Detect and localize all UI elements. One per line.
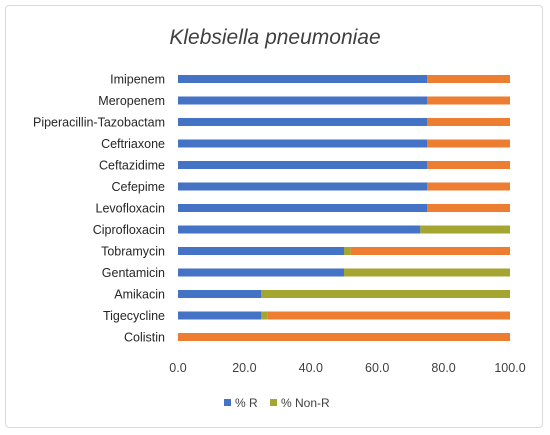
category-label: Levofloxacin — [96, 202, 166, 216]
category-label: Ceftazidime — [99, 159, 165, 173]
bar-segment — [427, 75, 510, 83]
category-labels: Imipenem Meropenem Piperacillin-Tazobactam… — [33, 73, 165, 345]
bar-segment — [350, 247, 510, 255]
x-tick-label: 0.0 — [169, 361, 186, 375]
bar-segment — [178, 182, 427, 191]
bar-segment — [427, 139, 510, 148]
category-label: Imipenem — [110, 73, 165, 87]
x-tick-label: 40.0 — [299, 361, 323, 375]
category-label: Meropenem — [98, 94, 165, 108]
legend-swatch — [270, 399, 277, 406]
bar-segment — [420, 225, 510, 234]
x-tick-labels: 0.0 20.0 40.0 60.0 80.0 100.0 — [169, 361, 525, 375]
category-label: Ceftriaxone — [101, 137, 165, 151]
x-tick-label: 20.0 — [232, 361, 256, 375]
category-label: Gentamicin — [102, 266, 165, 280]
legend-swatch — [224, 399, 231, 406]
bar-segment — [427, 161, 510, 169]
x-tick-label: 60.0 — [365, 361, 389, 375]
x-tick-label: 100.0 — [494, 361, 525, 375]
category-label: Tigecycline — [103, 309, 165, 323]
bar-segment — [178, 290, 261, 298]
category-label: Piperacillin-Tazobactam — [33, 116, 165, 130]
chart-title: Klebsiella pneumoniae — [169, 26, 380, 49]
category-label: Ciprofloxacin — [93, 223, 165, 237]
category-label: Colistin — [124, 331, 165, 345]
bar-segment — [178, 204, 427, 212]
bar-segment — [178, 225, 421, 234]
x-tick-label: 80.0 — [431, 361, 455, 375]
bar-segment — [427, 204, 510, 212]
bar-segment — [261, 311, 268, 320]
bar-segment — [178, 311, 261, 320]
bar-segment — [427, 118, 510, 126]
bar-segment — [178, 333, 510, 341]
bar-segment — [178, 96, 427, 105]
bar-segment — [267, 311, 510, 320]
bar-segment — [178, 161, 427, 169]
category-label: Amikacin — [114, 288, 165, 302]
bar-segment — [178, 139, 427, 148]
legend: % R % Non-R — [224, 396, 330, 410]
bar-segment — [344, 247, 351, 255]
category-label: Cefepime — [112, 180, 166, 194]
bar-segment — [178, 247, 344, 255]
legend-label: % R — [235, 396, 258, 410]
legend-label: % Non-R — [281, 396, 330, 410]
bar-segment — [261, 290, 510, 298]
bars-group — [178, 75, 510, 341]
bar-segment — [178, 268, 344, 277]
bar-segment — [427, 182, 510, 191]
bar-segment — [344, 268, 510, 277]
bar-segment — [427, 96, 510, 105]
bar-segment — [178, 118, 427, 126]
bar-segment — [178, 75, 427, 83]
category-label: Tobramycin — [101, 245, 165, 259]
